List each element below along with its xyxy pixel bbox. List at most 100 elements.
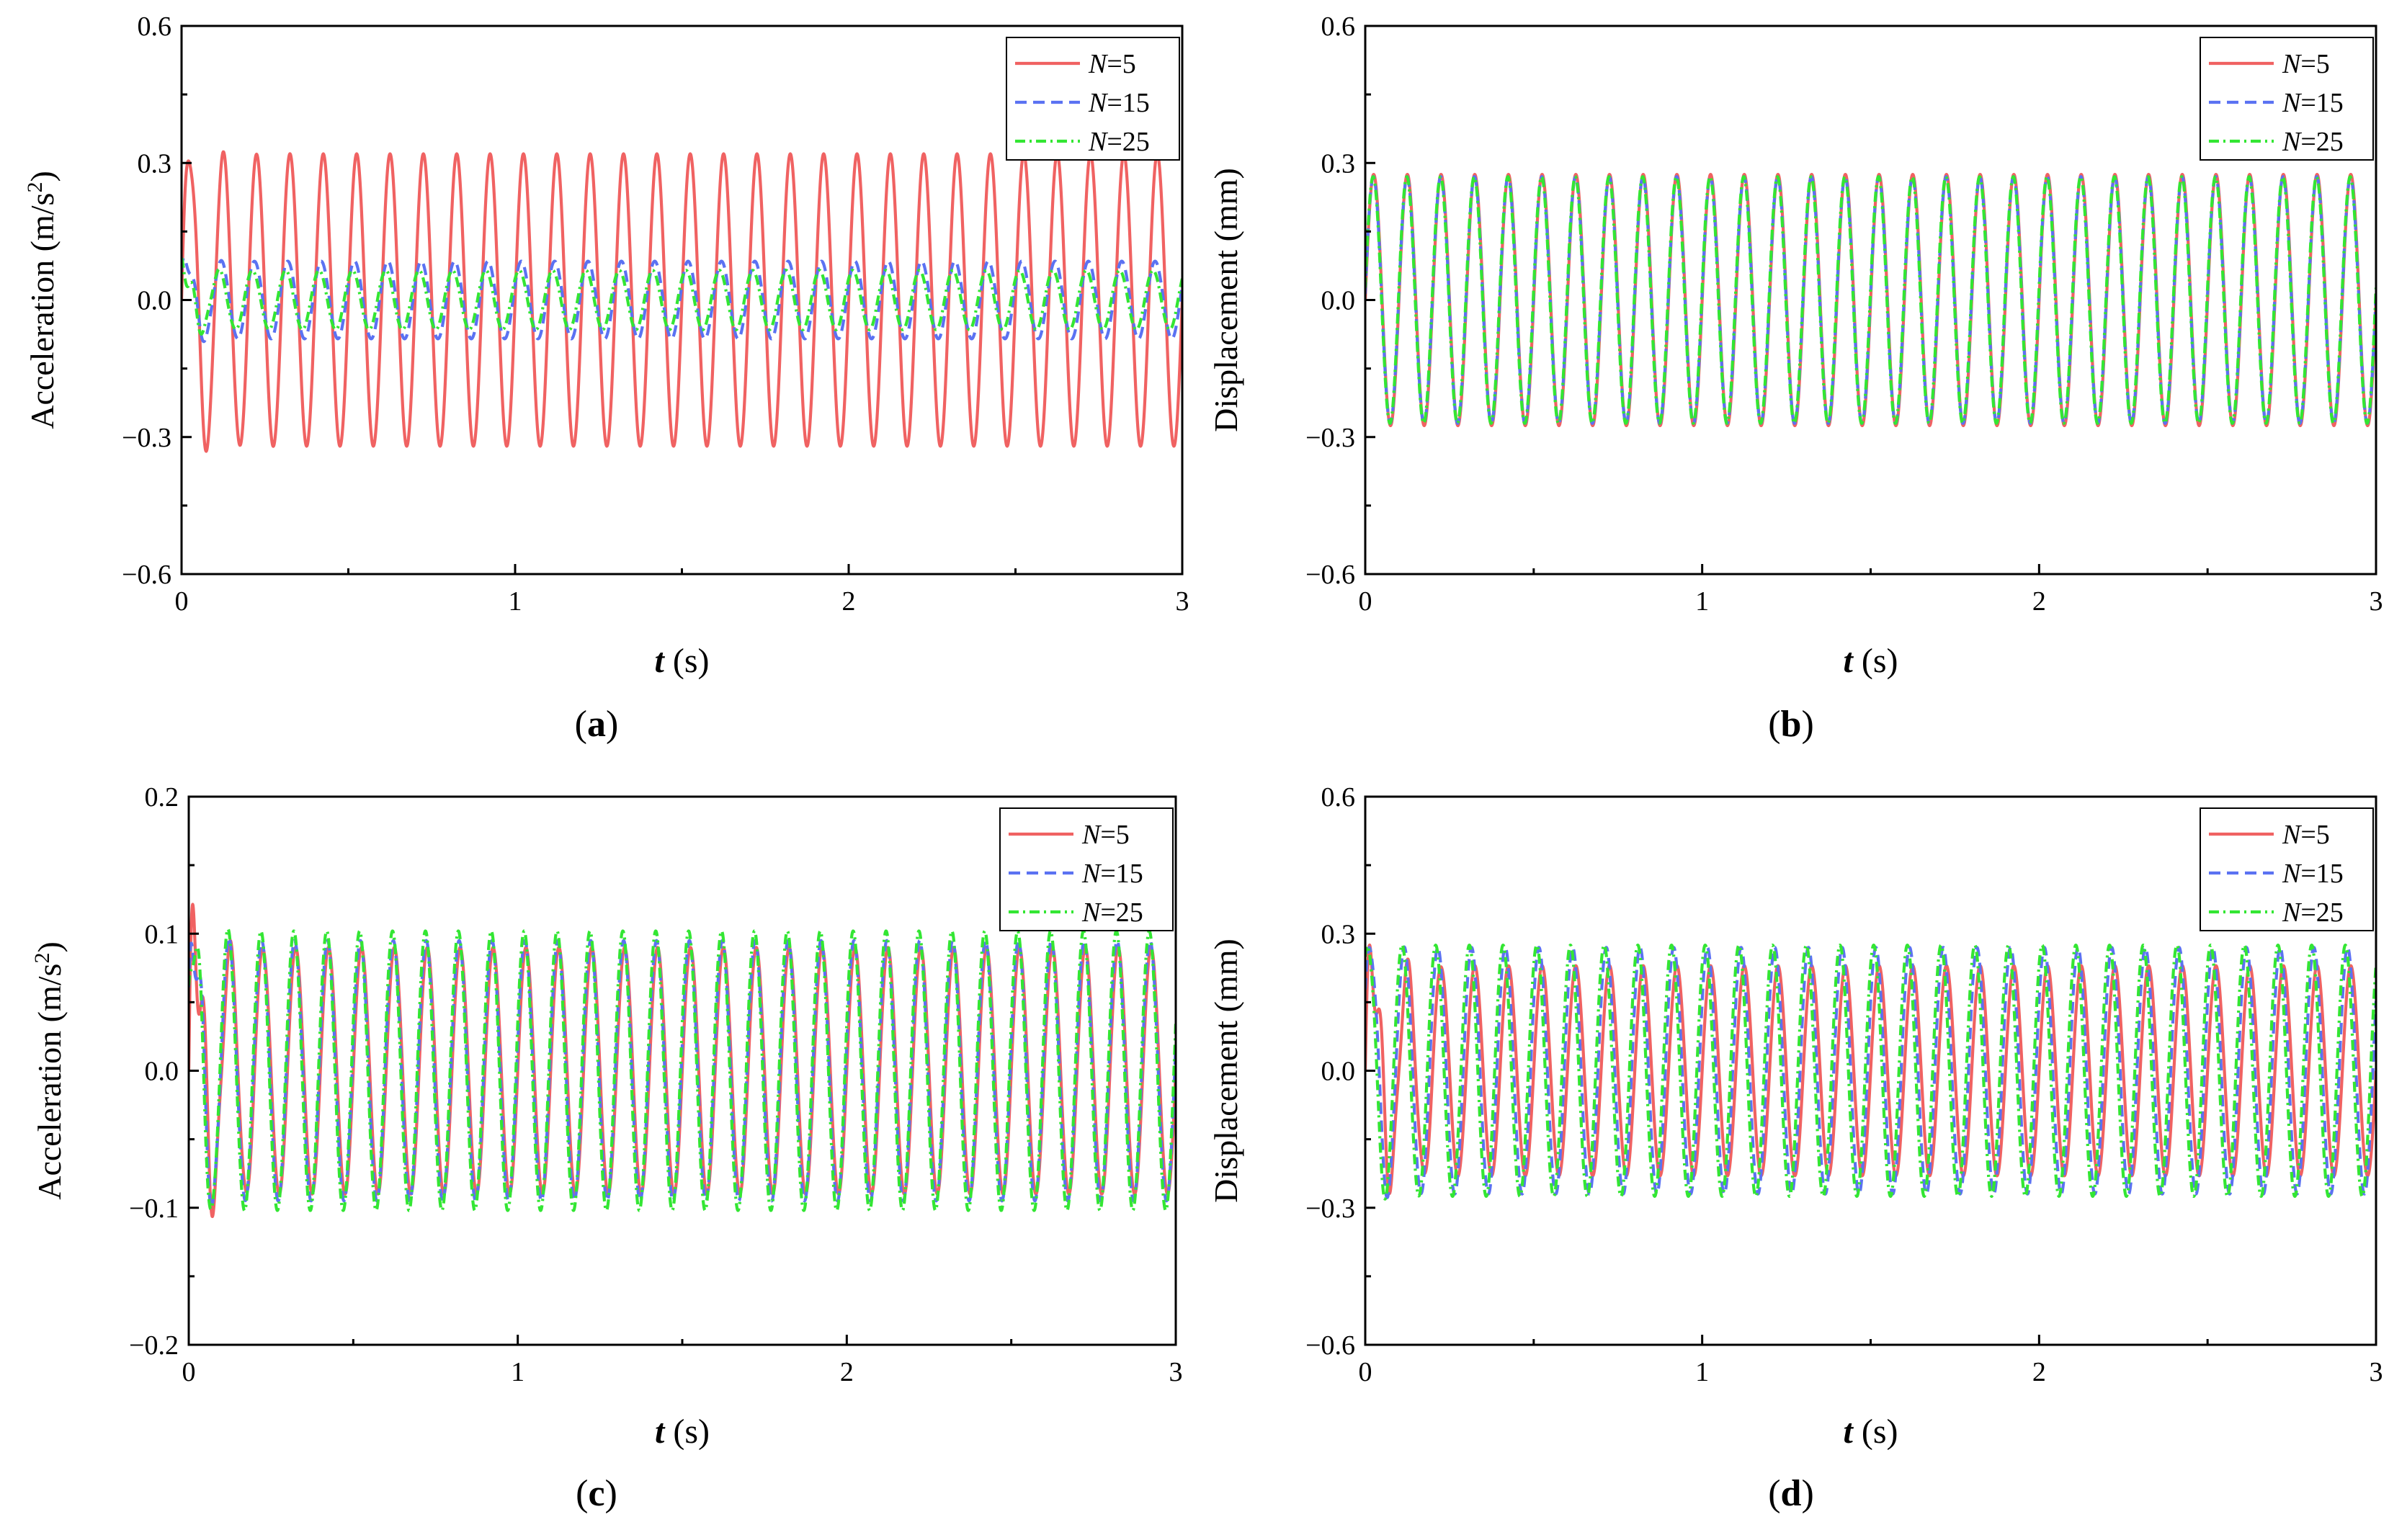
y-tick-text: 0.6 <box>138 12 172 42</box>
y-tick-label: −0.6 <box>122 560 171 590</box>
caption-letter: d <box>1781 1473 1802 1514</box>
y-tick-text: −0.3 <box>1305 1194 1355 1224</box>
series-line-n25 <box>182 257 1182 336</box>
y-tick-label: 0.0 <box>138 286 172 316</box>
x-tick-text: 2 <box>2032 586 2046 617</box>
x-tick-label: 2 <box>2032 586 2046 617</box>
x-tick-label: 2 <box>840 1357 854 1387</box>
x-axis-unit: (s) <box>1853 1413 1898 1451</box>
chart-panel-a: 0 1 2 3 0.6 0.3 0.0 −0.3 −0.6 t (s) Acceleration (… <box>23 12 1189 745</box>
caption-close-paren: ) <box>606 704 618 745</box>
y-tick-label: −0.6 <box>1305 1330 1355 1361</box>
caption-close-paren: ) <box>1801 1473 1813 1514</box>
legend-var: N <box>2282 820 2303 850</box>
chart-panel-c: 0 1 2 3 0.2 0.1 0.0 −0.1 −0.2 t (s) Acceleration (… <box>30 782 1183 1514</box>
x-tick-text: 3 <box>1169 1357 1183 1387</box>
x-tick-text: 0 <box>1359 1357 1372 1387</box>
x-axis-title: t (s) <box>1844 642 1898 680</box>
series-line-n5 <box>1365 943 2376 1196</box>
x-axis-unit: (s) <box>1853 642 1898 680</box>
legend-var: N <box>1081 820 1102 850</box>
x-tick-text: 3 <box>2370 1357 2383 1387</box>
panel-caption: (a) <box>575 704 619 745</box>
legend-value: =5 <box>2300 49 2329 79</box>
legend-label-n25: N=25 <box>2282 127 2344 157</box>
y-tick-label: 0.6 <box>138 12 172 42</box>
x-axis-title: t (s) <box>1844 1413 1898 1451</box>
legend-label-n15: N=15 <box>2282 88 2344 118</box>
legend-label-n25: N=25 <box>2282 897 2344 928</box>
x-axis-var: t <box>1844 642 1854 680</box>
x-tick-text: 1 <box>1695 1357 1709 1387</box>
x-axis-var: t <box>655 1413 666 1451</box>
y-tick-text: 0.3 <box>138 148 172 179</box>
caption-letter: b <box>1781 704 1802 745</box>
legend-label-n25: N=25 <box>1081 897 1143 928</box>
x-tick-label: 0 <box>1359 586 1372 617</box>
legend-var: N <box>1088 49 1109 79</box>
legend-var: N <box>2282 127 2303 157</box>
x-tick-text: 0 <box>182 1357 196 1387</box>
y-tick-label: 0.6 <box>1321 782 1356 812</box>
legend-label-n15: N=15 <box>2282 859 2344 889</box>
x-tick-text: 3 <box>2370 586 2383 617</box>
x-axis-var: t <box>1844 1413 1854 1451</box>
series-line-n25 <box>1365 175 2376 425</box>
x-tick-label: 2 <box>2032 1357 2046 1387</box>
y-axis-title: Displacement (mm) <box>1207 168 1244 432</box>
legend-var: N <box>2282 49 2303 79</box>
x-tick-label: 3 <box>1169 1357 1183 1387</box>
y-tick-label: −0.3 <box>1305 423 1355 453</box>
y-tick-label: −0.2 <box>129 1330 179 1361</box>
legend-var: N <box>1081 859 1102 889</box>
caption-open-paren: ( <box>575 704 587 745</box>
legend-value: =15 <box>1107 88 1149 118</box>
series-line-n25 <box>1365 943 2376 1201</box>
x-tick-text: 0 <box>175 586 189 617</box>
legend-box <box>1006 37 1180 161</box>
x-tick-label: 0 <box>182 1357 196 1387</box>
legend-value: =5 <box>2300 820 2329 850</box>
x-tick-text: 1 <box>1695 586 1709 617</box>
legend-value: =5 <box>1107 49 1135 79</box>
caption-letter: a <box>587 704 606 745</box>
x-tick-text: 1 <box>509 586 522 617</box>
series-line-n5 <box>182 150 1182 453</box>
y-axis-title: Acceleration (m/s2) <box>23 171 61 429</box>
y-tick-text: 0.3 <box>1321 919 1356 949</box>
y-tick-text: 0.1 <box>145 919 179 949</box>
y-tick-label: 0.6 <box>1321 12 1356 42</box>
legend-var: N <box>1088 88 1109 118</box>
y-tick-label: −0.3 <box>1305 1194 1355 1224</box>
x-tick-label: 0 <box>1359 1357 1372 1387</box>
y-tick-label: 0.1 <box>145 919 179 949</box>
y-axis-title-sup: 2 <box>23 182 47 193</box>
x-tick-label: 1 <box>511 1357 524 1387</box>
y-tick-text: 0.0 <box>1321 286 1356 316</box>
x-axis-unit: (s) <box>664 642 710 680</box>
legend-value: =15 <box>2300 88 2343 118</box>
y-axis-title-main: Acceleration (m/s <box>24 193 61 429</box>
legend-box <box>2200 807 2374 931</box>
y-tick-text: 0.0 <box>138 286 172 316</box>
legend-box <box>2200 37 2374 161</box>
x-tick-label: 3 <box>2370 1357 2383 1387</box>
legend-label-n15: N=15 <box>1088 88 1150 118</box>
y-tick-text: 0.6 <box>1321 782 1356 812</box>
x-tick-text: 0 <box>1359 586 1372 617</box>
x-tick-label: 1 <box>1695 586 1709 617</box>
legend-var: N <box>1088 127 1109 157</box>
x-axis-unit: (s) <box>664 1413 710 1451</box>
y-tick-text: −0.3 <box>1305 423 1355 453</box>
x-tick-label: 3 <box>2370 586 2383 617</box>
y-tick-label: 0.3 <box>138 148 172 179</box>
legend-var: N <box>2282 859 2303 889</box>
legend-label-n15: N=15 <box>1081 859 1143 889</box>
legend-var: N <box>2282 897 2303 928</box>
y-tick-text: 0.3 <box>1321 148 1356 179</box>
y-axis-title-main: Displacement (mm) <box>1207 168 1244 432</box>
x-tick-text: 1 <box>511 1357 524 1387</box>
caption-close-paren: ) <box>605 1473 617 1514</box>
y-tick-label: −0.1 <box>129 1194 179 1224</box>
